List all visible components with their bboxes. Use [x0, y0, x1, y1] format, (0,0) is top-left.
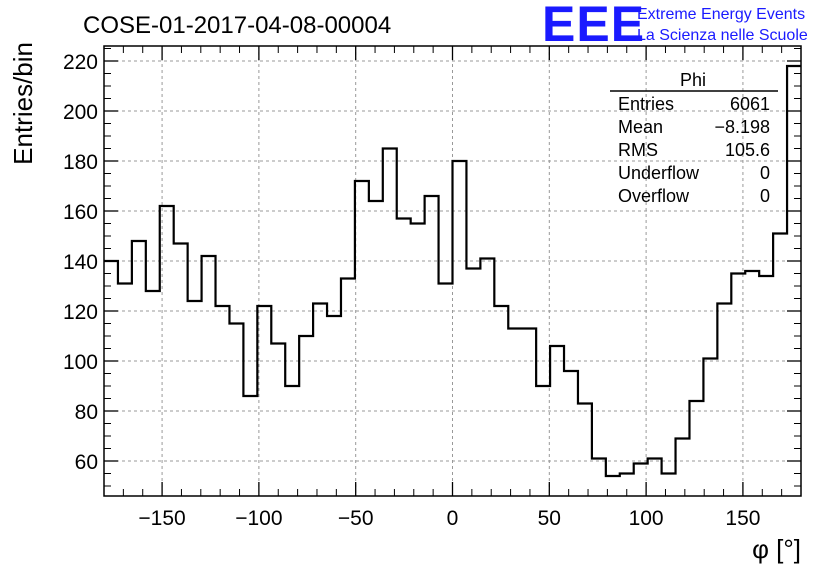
histogram-bin — [118, 284, 132, 497]
y-tick-label: 160 — [63, 201, 98, 224]
x-tick-label: 50 — [538, 507, 561, 530]
histogram-bin — [313, 304, 327, 497]
histogram-bin — [243, 396, 257, 496]
stats-value-mean: −8.198 — [714, 117, 770, 137]
y-axis-title: Entries/bin — [8, 42, 38, 165]
histogram-bin — [285, 386, 299, 496]
histogram-bin — [271, 344, 285, 497]
histogram-bin — [731, 274, 745, 497]
y-tick-label: 200 — [63, 101, 98, 124]
stats-title: Phi — [680, 70, 706, 90]
stats-label-underflow: Underflow — [618, 163, 700, 183]
histogram-bin — [202, 256, 216, 496]
histogram-bin — [188, 301, 202, 496]
histogram-bin — [550, 346, 564, 496]
histogram-bin — [355, 181, 369, 496]
histogram-bin — [160, 206, 174, 496]
stats-box: Phi Entries 6061 Mean −8.198 RMS 105.6 U… — [610, 70, 778, 206]
histogram-bin — [174, 244, 188, 497]
histogram-bin — [564, 371, 578, 496]
histogram-bin — [411, 224, 425, 497]
y-tick-label: 80 — [75, 401, 98, 424]
histogram-bin — [606, 476, 620, 496]
x-tick-labels: −150 −100 −50 0 50 100 150 — [138, 507, 760, 530]
histogram-bin — [216, 306, 230, 496]
histogram-bin — [689, 401, 703, 496]
x-tick-label: 100 — [629, 507, 664, 530]
eee-logo-icon: EEE — [542, 0, 645, 52]
stats-label-overflow: Overflow — [618, 186, 690, 206]
histogram-bin — [648, 459, 662, 497]
histogram-bin — [397, 219, 411, 497]
y-tick-label: 140 — [63, 251, 98, 274]
histogram-bin — [439, 284, 453, 497]
histogram-bin — [745, 271, 759, 496]
histogram-bin — [299, 336, 313, 496]
histogram-bin — [536, 386, 550, 496]
histogram-bin — [592, 459, 606, 497]
histogram-bin — [494, 306, 508, 496]
y-tick-label: 100 — [63, 351, 98, 374]
chart-title: COSE-01-2017-04-08-00004 — [83, 12, 391, 39]
histogram-bin — [662, 474, 676, 497]
histogram-bin — [453, 161, 467, 496]
histogram-bin — [466, 269, 480, 497]
x-tick-label: −150 — [138, 507, 185, 530]
histogram-bin — [773, 234, 787, 497]
x-tick-label: 0 — [447, 507, 459, 530]
logo-line-1: Extreme Energy Events — [637, 6, 805, 23]
stats-label-entries: Entries — [618, 94, 674, 114]
x-tick-label: −50 — [338, 507, 374, 530]
histogram-bin — [578, 404, 592, 497]
y-tick-label: 180 — [63, 151, 98, 174]
histogram-line — [104, 64, 801, 478]
stats-value-overflow: 0 — [760, 186, 770, 206]
histogram-bin — [508, 329, 522, 497]
histogram-bin — [759, 276, 773, 496]
histogram-bin — [146, 291, 160, 496]
y-tick-label: 220 — [63, 51, 98, 74]
histogram-bin — [383, 149, 397, 497]
histogram-bin — [257, 306, 271, 496]
y-tick-labels: 60 80 100 120 140 160 180 200 220 — [63, 51, 98, 474]
histogram-bin — [480, 259, 494, 497]
stats-value-rms: 105.6 — [725, 140, 770, 160]
histogram-bin — [717, 304, 731, 497]
stats-value-entries: 6061 — [730, 94, 770, 114]
histogram-bin — [369, 201, 383, 496]
stats-label-rms: RMS — [618, 140, 658, 160]
histogram-bin — [229, 324, 243, 497]
histogram-bins — [104, 64, 801, 497]
y-tick-label: 60 — [75, 451, 98, 474]
stats-value-underflow: 0 — [760, 163, 770, 183]
histogram-bin — [522, 329, 536, 497]
x-tick-label: −100 — [235, 507, 282, 530]
stats-label-mean: Mean — [618, 117, 663, 137]
histogram-bin — [327, 316, 341, 496]
histogram-bin — [132, 241, 146, 496]
histogram-bin — [703, 359, 717, 497]
histogram-bin — [341, 279, 355, 497]
x-tick-label: 150 — [725, 507, 760, 530]
histogram-bin — [676, 439, 690, 497]
logo-line-2: La Scienza nelle Scuole — [637, 27, 808, 44]
x-axis-title: φ [°] — [752, 534, 801, 564]
histogram-bin — [787, 66, 801, 496]
histogram-bin — [425, 196, 439, 496]
tick-marks — [103, 46, 802, 496]
y-tick-label: 120 — [63, 301, 98, 324]
